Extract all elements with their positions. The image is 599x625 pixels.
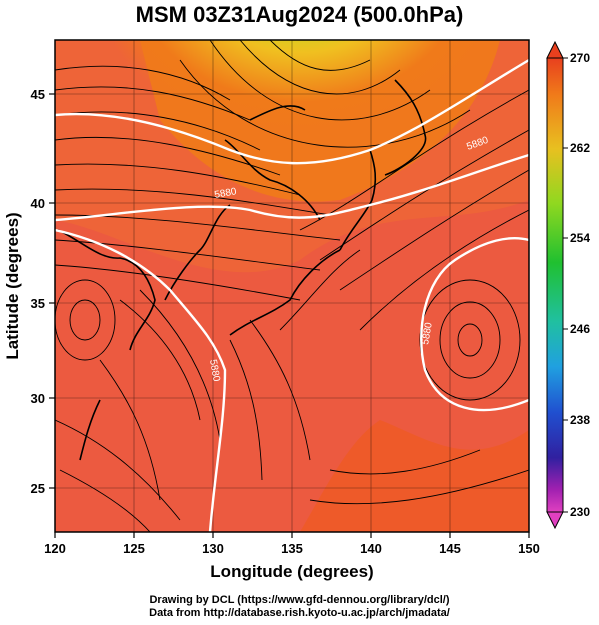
- x-tick-label: 120: [44, 541, 66, 556]
- colorbar-top-arrow: [546, 40, 564, 59]
- y-tick-label: 30: [31, 391, 45, 406]
- y-tick-label: 25: [31, 481, 45, 496]
- colorbar-label: 270: [570, 51, 590, 65]
- contour-label: 5880: [207, 359, 222, 383]
- x-tick-label: 150: [518, 541, 540, 556]
- x-tick-label: 140: [360, 541, 382, 556]
- colorbar-label: 246: [570, 322, 590, 336]
- contour-label: 5880: [214, 186, 238, 201]
- credit-data: Data from http://database.rish.kyoto-u.a…: [149, 607, 450, 619]
- colorbar-label: 230: [570, 505, 590, 519]
- colorbar-label: 262: [570, 141, 590, 155]
- x-tick-label: 130: [202, 541, 224, 556]
- x-axis-label: Longitude (degrees): [210, 562, 373, 581]
- y-tick-label: 45: [31, 87, 45, 102]
- x-tick-label: 135: [281, 541, 303, 556]
- tick-marks: [49, 93, 530, 538]
- x-tick-labels: 120 125 130 135 140 145 150: [44, 541, 540, 556]
- x-tick-label: 125: [123, 541, 145, 556]
- height-contours: [55, 58, 529, 532]
- x-tick-label: 145: [439, 541, 461, 556]
- contour-label: 5880: [420, 321, 435, 345]
- colorbar-label: 238: [570, 413, 590, 427]
- y-tick-label: 35: [31, 296, 45, 311]
- y-tick-labels: 45 40 35 30 25: [31, 87, 45, 496]
- colorbar: 270 262 254 246 238 230: [546, 40, 590, 530]
- map-title: MSM 03Z31Aug2024 (500.0hPa): [135, 2, 464, 27]
- y-tick-label: 40: [31, 196, 45, 211]
- credit-drawing: Drawing by DCL (https://www.gfd-dennou.o…: [149, 594, 450, 606]
- coastlines: [57, 79, 427, 461]
- colorbar-label: 254: [570, 231, 590, 245]
- colorbar-body: [546, 57, 564, 513]
- contour-label-group: 5880 5880 5880 5880: [207, 135, 490, 383]
- y-axis-label: Latitude (degrees): [3, 212, 22, 359]
- colorbar-bottom-arrow: [546, 511, 564, 530]
